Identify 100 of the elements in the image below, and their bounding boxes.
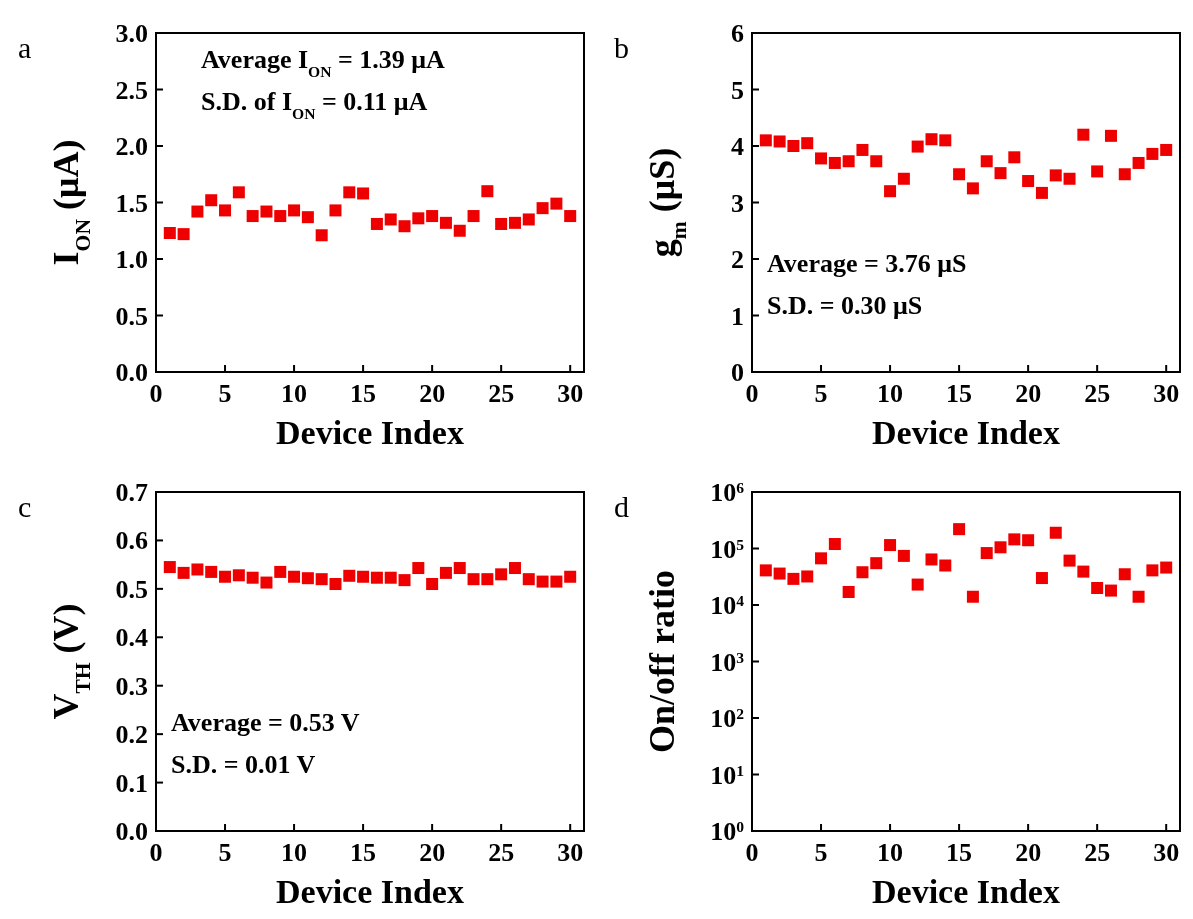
chart-title: d — [614, 490, 629, 523]
annotation: S.D. = 0.30 μS — [767, 291, 923, 320]
point — [550, 197, 563, 210]
point — [246, 571, 259, 584]
y-tick-label: 1.5 — [115, 188, 148, 218]
point — [384, 213, 397, 226]
point — [467, 210, 480, 223]
y-tick-label: 0.2 — [115, 720, 148, 750]
x-tick-label: 20 — [1015, 838, 1042, 867]
y-tick-label: 1.0 — [115, 245, 148, 274]
y-tick-label: 0.5 — [115, 574, 148, 604]
point — [357, 187, 370, 200]
point — [1035, 186, 1048, 199]
y-tick-label: 0.4 — [115, 623, 148, 653]
x-tick-label: 20 — [419, 379, 446, 408]
y-tick-label: 3.0 — [115, 19, 148, 48]
point — [315, 573, 328, 586]
point — [177, 228, 190, 241]
y-tick-label: 2 — [731, 245, 744, 274]
point — [536, 202, 549, 215]
point — [495, 217, 508, 230]
point — [953, 523, 966, 536]
annotation: S.D. = 0.01 V — [171, 750, 316, 779]
x-tick-label: 5 — [814, 379, 828, 408]
point — [495, 568, 508, 581]
point — [1104, 129, 1117, 142]
point — [815, 152, 828, 165]
point — [815, 552, 828, 565]
point — [1118, 568, 1131, 581]
point — [801, 570, 814, 583]
point — [1077, 128, 1090, 141]
y-tick-label: 0 — [731, 358, 744, 387]
y-tick-label: 5 — [731, 75, 744, 105]
point — [828, 156, 841, 169]
point — [759, 134, 772, 147]
point — [842, 585, 855, 598]
y-axis-title: On/off ratio — [642, 570, 682, 753]
point — [205, 194, 218, 207]
chart-title: b — [614, 31, 629, 64]
x-tick-label: 20 — [419, 838, 446, 867]
point — [1035, 572, 1048, 585]
point — [274, 565, 287, 578]
point — [1063, 554, 1076, 567]
x-tick-label: 5 — [218, 838, 232, 867]
point — [426, 210, 439, 223]
point — [773, 567, 786, 580]
annotation: Average = 3.76 μS — [767, 249, 967, 278]
point — [787, 572, 800, 585]
point — [1049, 526, 1062, 539]
point — [1022, 534, 1035, 547]
x-tick-label: 15 — [946, 838, 973, 867]
point — [398, 574, 411, 587]
x-axis-title: Device Index — [872, 873, 1060, 910]
point — [994, 541, 1007, 554]
x-tick-label: 10 — [281, 379, 308, 408]
point — [315, 229, 328, 242]
y-tick-label: 10$^{5}$ — [710, 534, 745, 564]
point — [329, 578, 342, 591]
point — [870, 557, 883, 570]
point — [343, 569, 356, 582]
point — [870, 155, 883, 168]
y-tick-label: 2.0 — [115, 132, 148, 161]
y-tick-label: 10$^{1}$ — [710, 760, 744, 790]
point — [1008, 151, 1021, 164]
x-tick-label: 10 — [281, 838, 308, 867]
point — [343, 186, 356, 199]
y-tick-label: 0.7 — [115, 478, 148, 507]
point — [1022, 175, 1035, 188]
point — [842, 155, 855, 168]
x-tick-label: 25 — [1084, 379, 1111, 408]
point — [232, 186, 245, 199]
point — [426, 578, 439, 591]
point — [897, 549, 910, 562]
point — [911, 140, 924, 153]
x-tick-label: 20 — [1015, 379, 1042, 408]
point — [911, 578, 924, 591]
point — [759, 564, 772, 577]
point — [966, 182, 979, 195]
point — [925, 133, 938, 146]
chart-title: a — [18, 31, 32, 64]
point — [508, 562, 521, 575]
y-tick-label: 6 — [731, 19, 744, 48]
point — [260, 205, 273, 218]
point — [1077, 565, 1090, 578]
x-tick-label: 10 — [877, 379, 904, 408]
point — [301, 211, 314, 224]
point — [897, 172, 910, 185]
point — [246, 210, 259, 223]
point — [856, 566, 869, 579]
point — [219, 570, 232, 583]
x-tick-label: 25 — [488, 838, 515, 867]
point — [191, 205, 204, 218]
y-tick-label: 3 — [731, 188, 744, 218]
point — [856, 143, 869, 156]
x-tick-label: 15 — [946, 379, 973, 408]
point — [288, 570, 301, 583]
point — [288, 204, 301, 217]
point — [1104, 584, 1117, 597]
point — [301, 572, 314, 585]
point — [1049, 169, 1062, 182]
